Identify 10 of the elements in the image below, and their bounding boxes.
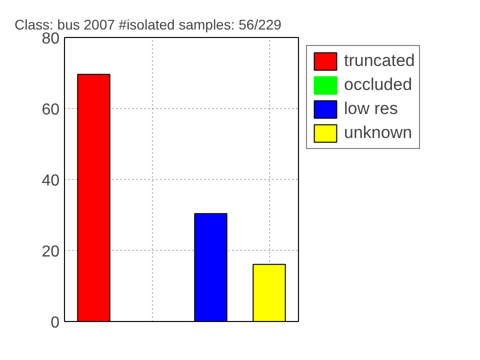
y-tick-label: 40 xyxy=(42,172,60,190)
legend-label: occluded xyxy=(344,75,412,95)
legend-label: unknown xyxy=(344,123,412,143)
legend-label: truncated xyxy=(344,51,415,71)
chart-title: Class: bus 2007 #isolated samples: 56/229 xyxy=(14,16,282,32)
y-tick-label: 20 xyxy=(42,244,60,260)
y-tick-label: 80 xyxy=(42,30,60,48)
legend-label: low res xyxy=(344,99,398,119)
y-tick-label: 60 xyxy=(42,102,60,118)
y-tick-label: 0 xyxy=(50,314,60,332)
